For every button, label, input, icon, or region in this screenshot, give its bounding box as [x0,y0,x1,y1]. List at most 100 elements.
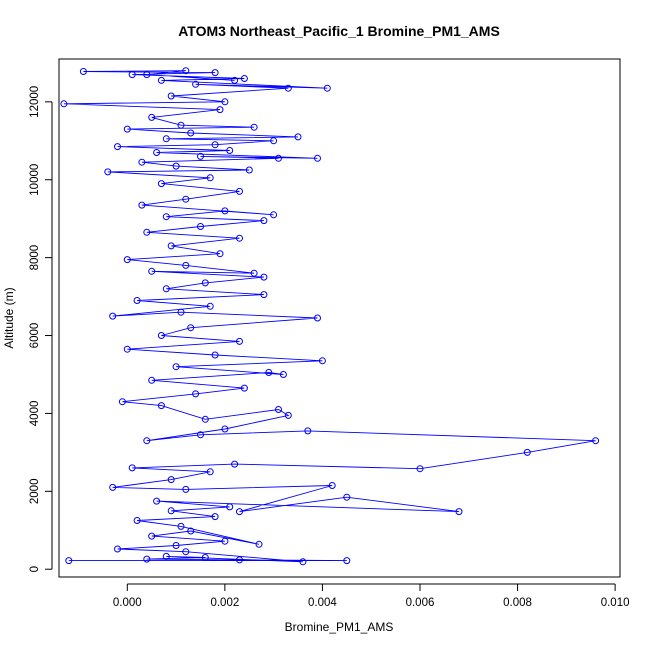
data-point [416,465,424,473]
data-point [182,67,190,75]
y-tick-label: 8000 [29,245,41,271]
data-point [153,149,161,156]
data-point [118,398,126,406]
x-tick-label: 0.010 [601,597,630,609]
data-point [109,483,117,491]
data-point [226,503,234,511]
data-point [201,279,209,287]
data-point [211,513,219,521]
x-tick-label: 0.002 [210,597,239,609]
data-point [284,84,292,92]
data-point [226,147,234,154]
data-point [255,540,263,548]
data-point [128,71,136,79]
x-tick-label: 0.006 [406,597,435,609]
data-point [221,98,229,106]
data-point [294,133,302,141]
data-point [240,384,248,392]
data-point [114,143,121,151]
data-point [216,106,224,114]
data-point [211,351,219,359]
data-point [206,174,214,182]
data-point [304,427,312,435]
data-point [60,100,68,108]
data-point [211,69,219,77]
data-point [162,135,170,143]
data-point [65,557,73,565]
data-point [172,363,180,371]
data-point [167,476,175,484]
data-point [197,152,204,160]
data-point [201,554,209,561]
data-point [143,228,151,236]
data-point [221,537,229,545]
data-point [162,552,170,560]
plot-frame [58,58,621,578]
data-point [236,187,243,195]
data-point [318,357,326,365]
data-point [128,464,136,472]
data-point [523,448,531,456]
y-axis-label: Altitude (m) [2,287,16,348]
data-point [197,431,204,439]
data-point [187,324,195,332]
data-point [157,402,165,410]
data-point [114,545,121,553]
data-point [314,314,321,322]
data-point [206,468,214,476]
data-point [250,269,258,277]
data-point [260,273,268,281]
data-point [231,460,239,468]
data-point [162,213,170,221]
data-point [157,76,165,84]
data-point [177,121,185,129]
data-point [148,532,156,540]
x-tick-label: 0.008 [503,597,532,609]
data-point [167,242,175,250]
data-point [236,337,243,345]
data-point [187,129,195,137]
data-point [167,507,175,515]
data-point [299,558,307,566]
x-axis-label: Bromine_PM1_AMS [285,620,394,634]
data-point [192,80,200,88]
data-point [104,168,112,176]
data-point [250,123,258,131]
data-point [182,261,190,269]
data-point [328,482,336,489]
data-point [133,297,141,304]
data-point [343,493,351,501]
data-point [270,137,278,145]
data-point [592,437,600,445]
y-tick-label: 2000 [29,479,41,505]
data-point [221,207,229,215]
data-point [231,76,239,84]
data-point [275,154,282,162]
data-point [177,522,185,530]
data-point [143,71,151,79]
data-point [245,166,253,174]
data-point [279,371,287,378]
y-axis: 0 2000 4000 6000 8000 10000 12000 [29,86,53,572]
data-point [182,548,190,556]
data-point [182,195,190,203]
data-point [265,369,273,376]
data-point [123,256,131,264]
data-point [201,415,209,423]
data-point [138,201,146,209]
y-tick-label: 12000 [29,86,41,118]
data-point [109,312,117,320]
data-point [162,285,170,293]
data-point [187,527,195,535]
data-point [123,345,131,353]
data-point [157,180,165,188]
y-tick-label: 4000 [29,401,41,427]
data-point [172,542,180,549]
chart-title: ATOM3 Northeast_Pacific_1 Bromine_PM1_AM… [178,23,500,39]
data-point [260,217,268,225]
data-point [182,485,190,493]
data-point [167,92,175,100]
x-axis: 0.000 0.002 0.004 0.006 0.008 0.010 [113,583,630,609]
data-point [455,508,463,516]
data-point [192,390,200,398]
